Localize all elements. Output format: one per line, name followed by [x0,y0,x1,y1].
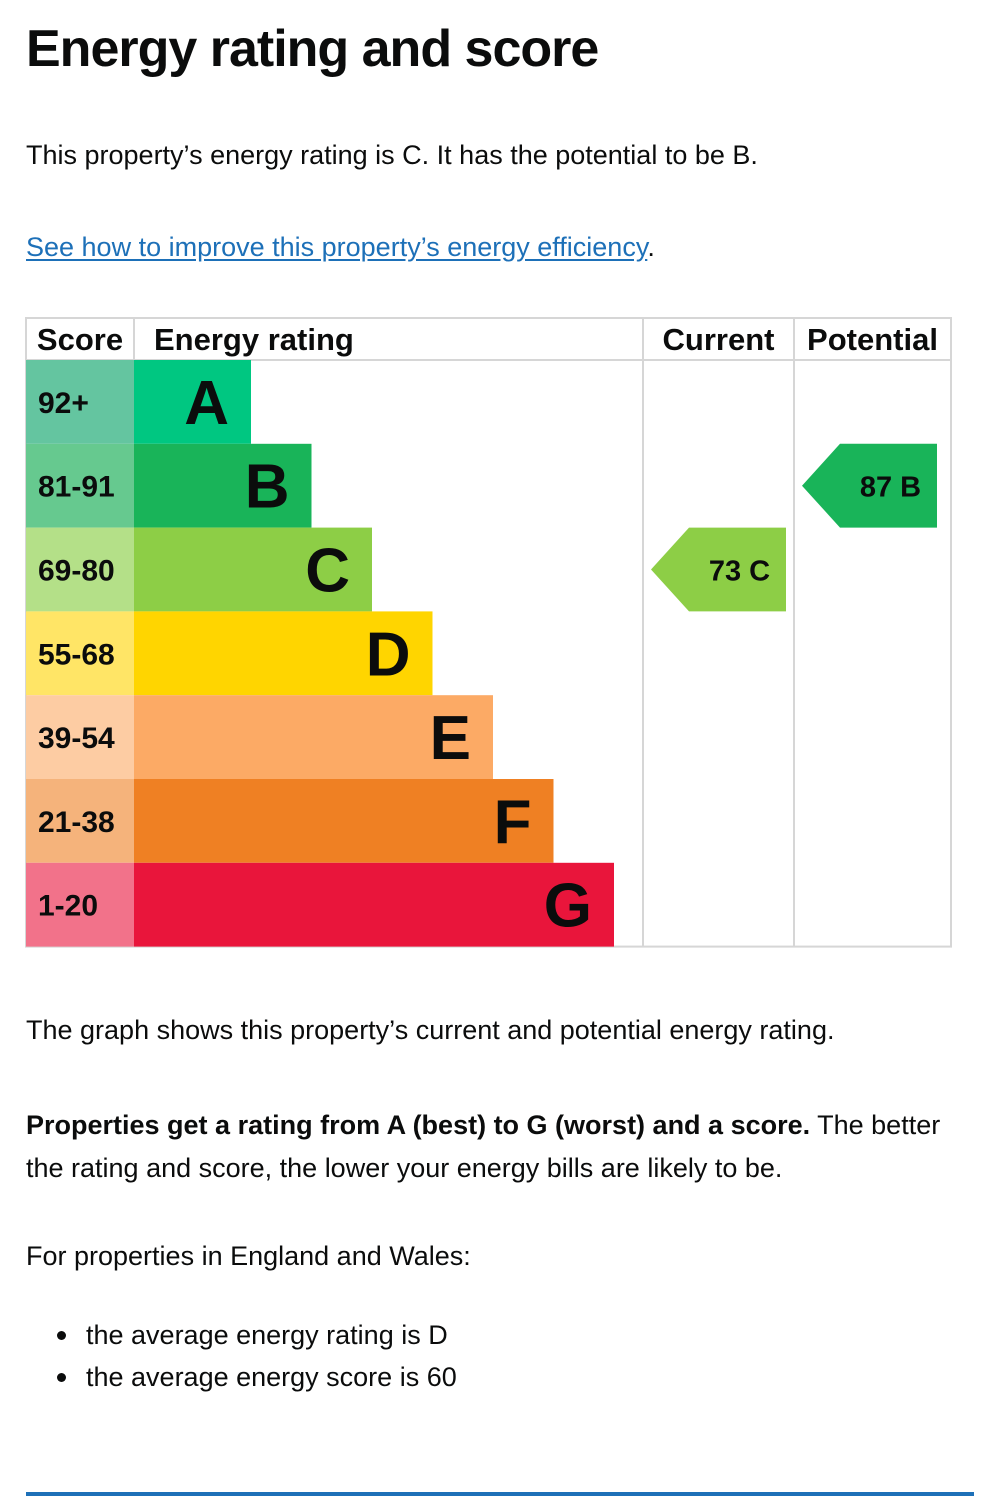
band-score-cell-c [26,527,134,612]
band-score-cell-g [26,862,134,947]
band-range-e: 39-54 [38,722,115,755]
band-bar-c [134,527,372,612]
potential-rating-label: 87 B [860,472,921,504]
improve-link-suffix: . [647,232,655,262]
band-bar-f [134,779,554,863]
rating-explanation: Properties get a rating from A (best) to… [26,1104,956,1190]
averages-list: the average energy rating is D the avera… [26,1314,457,1398]
band-range-d: 55-68 [38,638,115,671]
average-rating-item: the average energy rating is D [26,1314,457,1356]
band-letter-b: B [245,453,290,522]
rating-summary: This property’s energy rating is C. It h… [26,140,758,170]
band-range-c: 69-80 [38,555,115,588]
band-letter-c: C [305,537,350,606]
band-range-b: 81-91 [38,471,115,504]
current-rating-label: 73 C [709,556,770,588]
average-score-item: the average energy score is 60 [26,1356,457,1398]
improve-efficiency-link[interactable]: See how to improve this property’s energ… [26,232,648,262]
page-title: Energy rating and score [26,20,599,78]
band-score-cell-f [26,779,134,863]
band-score-cell-e [26,695,134,779]
section-divider [26,1492,974,1496]
band-letter-a: A [184,369,229,438]
band-bar-a [134,360,251,444]
region-intro: For properties in England and Wales: [26,1241,471,1271]
band-letter-f: F [494,788,532,857]
improve-paragraph: See how to improve this property’s energ… [26,230,655,264]
header-current: Current [663,322,775,357]
potential-rating-arrow [802,443,937,528]
band-range-g: 1-20 [38,890,98,923]
band-letter-d: D [366,620,411,689]
header-potential: Potential [807,322,938,357]
band-letter-g: G [544,872,592,941]
band-bar-g [134,862,614,947]
band-letter-e: E [430,704,471,773]
band-range-a: 92+ [38,387,89,420]
band-bar-b [134,443,312,528]
band-score-cell-a [26,360,134,444]
header-score: Score [37,322,123,357]
graph-note: The graph shows this property’s current … [26,1015,835,1045]
energy-rating-chart: Score Energy rating Current Potential 92+ A 8… [25,317,952,948]
header-energy-rating: Energy rating [154,322,354,357]
band-bar-d [134,611,433,696]
band-bar-e [134,695,493,779]
rating-explanation-rest: The better the rating and score, the low… [26,1110,941,1183]
band-score-cell-d [26,611,134,696]
band-score-cell-b [26,443,134,528]
rating-explanation-bold: Properties get a rating from A (best) to… [26,1110,811,1140]
current-rating-arrow [651,527,786,612]
band-range-f: 21-38 [38,806,115,839]
